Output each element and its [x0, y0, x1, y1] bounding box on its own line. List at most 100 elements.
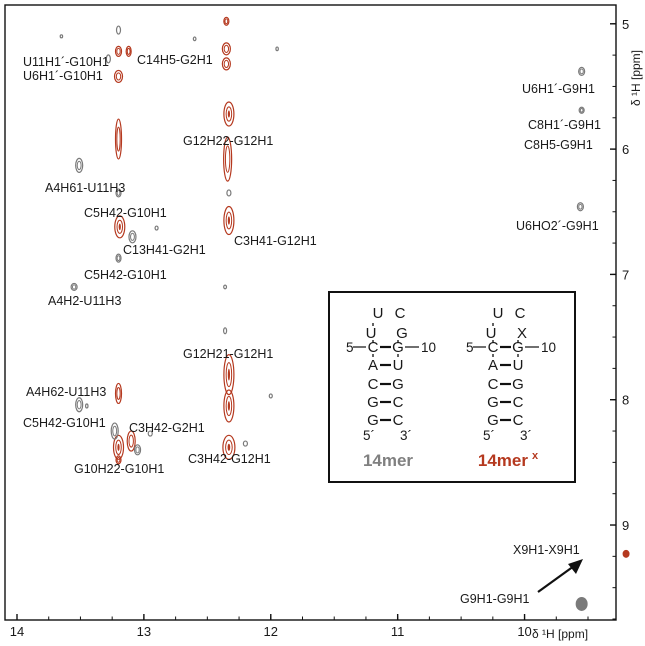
- contour-blob: [192, 36, 197, 42]
- legend-14mer-x-sup: x: [532, 450, 539, 462]
- contour-blob: [275, 46, 279, 52]
- peak-annotation: U11H1´-G10H1: [23, 55, 109, 69]
- cross-peak: [112, 434, 125, 460]
- contour-blob: [125, 45, 132, 57]
- nucleotide: G: [367, 394, 379, 411]
- residue-number: 5: [466, 340, 474, 355]
- pointer-arrow: [537, 565, 575, 593]
- nucleotide: U: [486, 325, 497, 342]
- peak-annotation: C5H42-G10H1: [84, 268, 167, 282]
- nucleotide: C: [368, 339, 379, 356]
- contour-blob: [115, 25, 122, 35]
- y-tick-label: 7: [622, 267, 629, 282]
- contour-blob: [105, 54, 111, 64]
- residue-number: 10: [421, 340, 436, 355]
- inset-box: [328, 291, 576, 483]
- loop-nucleotide: C: [395, 305, 406, 322]
- nucleotide: G: [396, 325, 408, 342]
- cross-peak: [222, 434, 236, 460]
- plot-frame: [4, 4, 617, 621]
- residue-number: 10: [541, 340, 556, 355]
- legend-14mer-x-label: 14mer x: [478, 450, 539, 470]
- contour-blob: [147, 430, 153, 437]
- x-axis-title-text: δ ¹H [ppm]: [532, 627, 588, 641]
- cross-peak: [114, 215, 126, 239]
- x-tick-label: 13: [137, 624, 151, 639]
- modified-nucleotide-x: X: [517, 325, 527, 342]
- cross-peak: [126, 430, 136, 452]
- peak-annotation: U6H1´-G10H1: [23, 69, 103, 83]
- nucleotide: C: [368, 376, 379, 393]
- contour-blob: [242, 440, 248, 447]
- strand-end-3: 3´: [520, 428, 532, 443]
- cross-peak: [70, 282, 78, 292]
- contour-blob: [115, 253, 122, 263]
- x-tick-label: 12: [264, 624, 278, 639]
- nucleotide: U: [393, 357, 404, 374]
- peak-annotation: U6HO2´-G9H1: [516, 219, 599, 233]
- strand-end-5: 5´: [363, 428, 375, 443]
- loop-nucleotide: U: [373, 305, 384, 322]
- peak-annotation: A4H61-U11H3: [45, 181, 125, 195]
- y-axis-title: δ ¹H [ppm]: [629, 50, 643, 106]
- legend-14mer-x-name: 14mer: [478, 451, 528, 470]
- pointer-arrowhead: [568, 559, 583, 574]
- nucleotide: U: [513, 357, 524, 374]
- contour-blob: [59, 34, 64, 39]
- nucleotide: C: [513, 412, 524, 429]
- x-tick-label: 11: [391, 624, 405, 639]
- x-tick-label: 14: [10, 624, 24, 639]
- peak-annotation: X9H1-X9H1: [513, 543, 580, 557]
- nucleotide: C: [393, 412, 404, 429]
- cross-peak: [622, 549, 630, 558]
- strand-end-5: 5´: [483, 428, 495, 443]
- cross-peak: [75, 157, 84, 173]
- contour-blob: [268, 393, 273, 399]
- nucleotide: G: [367, 412, 379, 429]
- contour-blob: [223, 389, 235, 423]
- contour-blob: [223, 284, 228, 290]
- cross-peak: [75, 397, 84, 413]
- axis-ticks-layer: 14 13 12 11 10 5 6 7 8 9: [10, 17, 629, 639]
- contour-blob: [226, 189, 232, 197]
- legend-inset: U CU GC GA UC GG CG C5 105´ 3´ U CU XC GA UC GG CG C5 105…: [328, 291, 576, 483]
- legend-14mer-label: 14mer: [363, 451, 413, 470]
- nucleotide: A: [488, 357, 498, 374]
- peak-annotation: G9H1-G9H1: [460, 592, 530, 606]
- contour-blob: [84, 403, 89, 409]
- contour-blob: [114, 382, 123, 405]
- peak-annotation: U6H1´-G9H1: [522, 82, 595, 96]
- peak-annotation: G10H22-G10H1: [74, 462, 164, 476]
- cross-peak: [223, 101, 235, 127]
- nucleotide: U: [366, 325, 377, 342]
- nucleotide: C: [393, 394, 404, 411]
- peak-annotation: G12H22-G12H1: [183, 134, 273, 148]
- y-tick-label: 6: [622, 142, 629, 157]
- y-tick-label: 8: [622, 393, 629, 408]
- peak-annotation: C5H42-G10H1: [23, 416, 106, 430]
- contour-blob: [223, 136, 233, 182]
- nucleotide: G: [392, 376, 404, 393]
- loop-nucleotide: U: [493, 305, 504, 322]
- nucleotide: C: [488, 339, 499, 356]
- nucleotide: C: [513, 394, 524, 411]
- x-axis-title: δ ¹H [ppm]: [532, 627, 588, 641]
- contour-blob: [114, 118, 123, 160]
- residue-number: 5: [346, 340, 354, 355]
- contour-blob: [222, 327, 228, 335]
- y-tick-label: 5: [622, 17, 629, 32]
- contour-blob: [115, 455, 122, 465]
- cross-peak: [578, 66, 586, 77]
- nucleotide: G: [487, 412, 499, 429]
- y-tick-label: 9: [622, 518, 629, 533]
- peak-annotation: C8H5-G9H1: [524, 138, 593, 152]
- peak-annotation: C3H42-G12H1: [188, 452, 271, 466]
- x-tick-label: 10: [517, 624, 531, 639]
- peak-annotation: C5H42-G10H1: [84, 206, 167, 220]
- contour-blob: [133, 444, 142, 456]
- peak-annotation: C14H5-G2H1: [137, 53, 213, 67]
- contour-blob: [114, 45, 123, 57]
- contour-blob: [110, 422, 119, 440]
